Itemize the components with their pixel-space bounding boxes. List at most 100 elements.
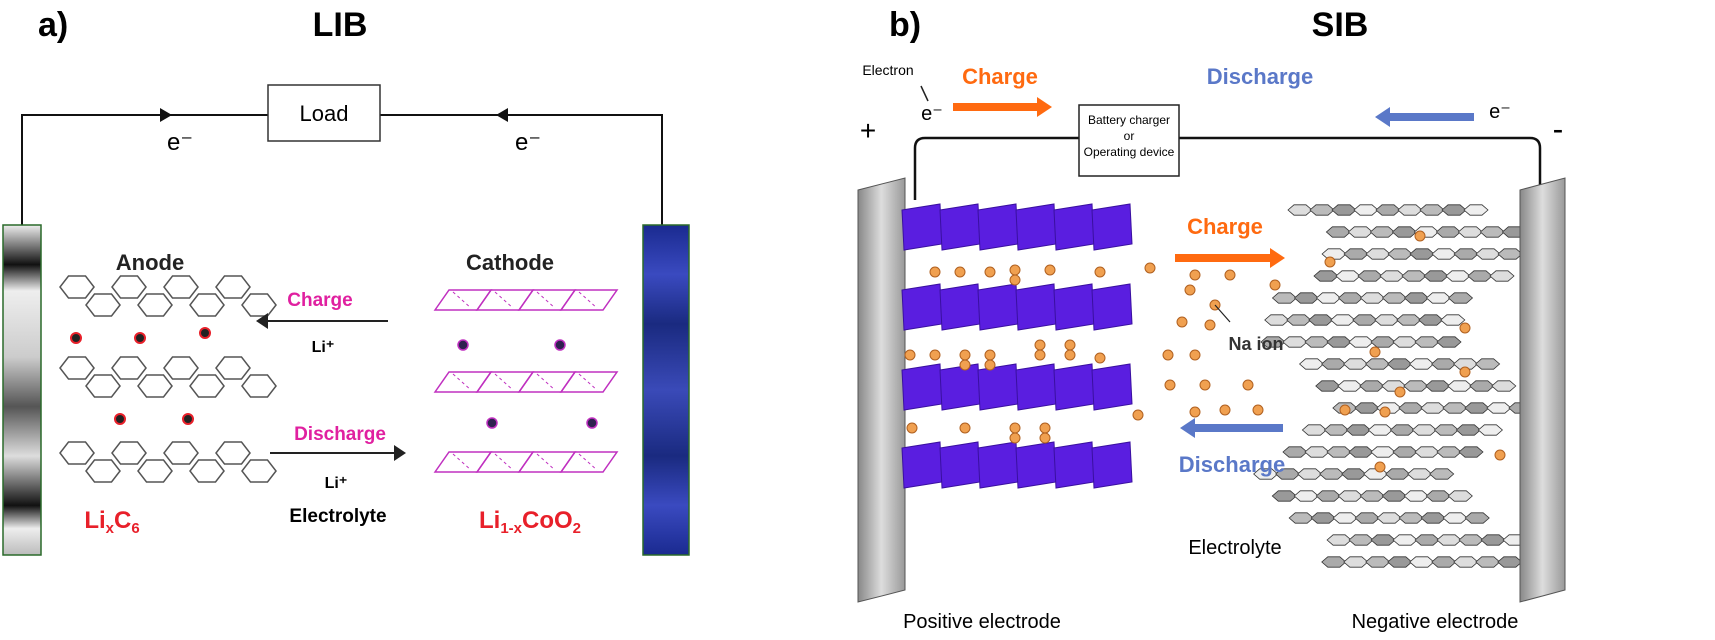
- graphene-hexagon: [241, 459, 277, 483]
- sodium-ion: [1044, 264, 1056, 276]
- sodium-ion: [1176, 316, 1188, 328]
- sodium-ion: [1459, 322, 1471, 334]
- graphene-hexagon: [1411, 424, 1438, 436]
- polyhedral-layer-block: [939, 441, 981, 489]
- graphene-hexagon: [1345, 424, 1372, 436]
- graphene-hexagon: [1425, 490, 1451, 502]
- graphene-hexagon: [1475, 556, 1501, 568]
- sodium-ion: [1009, 432, 1021, 444]
- graphene-hexagon: [1348, 534, 1374, 546]
- graphene-hexagon: [1374, 314, 1400, 326]
- anode-label: Anode: [116, 250, 184, 275]
- graphene-hexagon: [1348, 446, 1374, 458]
- graphene-hexagon: [1271, 490, 1297, 502]
- polyhedral-layer-block: [901, 363, 943, 411]
- cathode-current-collector: [642, 224, 690, 556]
- sodium-ion: [1034, 339, 1046, 351]
- device-line1: Battery charger: [1088, 113, 1170, 127]
- formula-6: 6: [131, 520, 139, 537]
- graphene-hexagon: [1304, 336, 1330, 348]
- charge-ion-label: Li⁺: [312, 339, 335, 356]
- coo2-octahedron: [559, 289, 619, 311]
- graphene-hexagon: [1419, 204, 1445, 216]
- cathode-formula: Li1-xCoO2: [479, 507, 581, 537]
- coo2-octahedron: [559, 451, 619, 473]
- graphene-hexagon: [1370, 336, 1396, 348]
- graphene-hexagon: [215, 356, 251, 380]
- sodium-ion: [1009, 264, 1021, 276]
- graphene-hexagon: [1436, 446, 1462, 458]
- coo2-dashed-edge: [452, 373, 472, 391]
- graphene-hexagon: [1348, 336, 1374, 348]
- coo2-dashed-edge: [494, 373, 514, 391]
- charge-label: Charge: [287, 290, 352, 311]
- graphene-hexagon: [1414, 534, 1440, 546]
- discharge-mid-arrow-icon: [1180, 418, 1283, 438]
- polyhedral-layer-block: [901, 203, 943, 251]
- graphene-hexagon: [1359, 380, 1385, 392]
- sodium-ion: [1369, 346, 1381, 358]
- graphene-hexagon: [1323, 424, 1350, 436]
- electron-label-right: e⁻: [515, 129, 541, 156]
- graphene-hexagon: [1357, 270, 1383, 282]
- graphene-hexagon: [1337, 380, 1363, 392]
- graphene-hexagon: [1343, 556, 1369, 568]
- polyhedral-layer-block: [977, 363, 1019, 411]
- graphene-hexagon: [1376, 512, 1402, 524]
- device-line3: Operating device: [1084, 145, 1175, 159]
- graphene-hexagon: [1308, 314, 1334, 326]
- polyhedral-layer-block: [1053, 283, 1095, 331]
- coo2-dashed-edge: [494, 453, 514, 471]
- graphene-hexagon: [1441, 204, 1467, 216]
- sodium-ion: [1189, 349, 1201, 361]
- graphene-hexagon: [1442, 512, 1468, 524]
- electrolyte-label-a: Electrolyte: [289, 506, 386, 527]
- electron-right-b: e⁻: [1489, 101, 1511, 123]
- lithium-ion-dot: [586, 417, 598, 429]
- graphene-hexagon: [1282, 336, 1308, 348]
- graphene-hexagon: [1315, 380, 1341, 392]
- formula-c: C: [114, 507, 131, 534]
- graphene-hexagon: [1401, 270, 1427, 282]
- sodium-ion: [1039, 432, 1051, 444]
- graphene-hexagon: [1409, 556, 1435, 568]
- graphene-hexagon: [163, 441, 199, 465]
- graphene-hexagon: [1359, 292, 1386, 304]
- graphene-hexagon: [1335, 270, 1361, 282]
- graphene-hexagon: [1429, 468, 1455, 480]
- sodium-ion: [1094, 352, 1106, 364]
- positive-electrode-layers: [901, 203, 1133, 489]
- polyhedral-layer-block: [901, 283, 943, 331]
- graphene-hexagon: [1396, 314, 1422, 326]
- sodium-ion: [984, 266, 996, 278]
- graphene-hexagon: [1457, 226, 1484, 238]
- graphene-hexagon: [163, 275, 199, 299]
- graphene-hexagon: [1403, 292, 1430, 304]
- graphene-hexagon: [1293, 490, 1319, 502]
- sodium-ion: [1339, 404, 1351, 416]
- graphene-hexagon: [1321, 556, 1347, 568]
- polyhedral-layer-block: [1015, 283, 1057, 331]
- graphene-hexagon: [59, 356, 95, 380]
- graphene-hexagon: [1420, 512, 1446, 524]
- graphene-hexagon: [215, 441, 251, 465]
- graphene-hexagon: [1452, 358, 1479, 370]
- graphene-hexagon: [1420, 402, 1446, 414]
- coo2-dashed-edge: [494, 291, 514, 309]
- panel-a-title: LIB: [313, 6, 368, 44]
- polyhedral-layer-block: [1091, 203, 1133, 251]
- coo2-octahedron: [517, 451, 577, 473]
- sodium-ion: [1269, 279, 1281, 291]
- graphene-hexagon: [1347, 226, 1374, 238]
- lithium-ion-dot: [182, 413, 194, 425]
- graphene-hexagon: [1403, 380, 1429, 392]
- coo2-dashed-edge: [536, 453, 556, 471]
- graphene-hexagon: [1440, 314, 1466, 326]
- graphene-hexagon: [1286, 314, 1312, 326]
- graphene-hexagon: [1430, 358, 1457, 370]
- graphene-hexagon: [189, 374, 225, 398]
- electron-label-left: e⁻: [167, 129, 193, 156]
- sodium-ion: [1189, 406, 1201, 418]
- graphene-hexagon: [1447, 490, 1473, 502]
- polyhedral-layer-block: [1015, 363, 1057, 411]
